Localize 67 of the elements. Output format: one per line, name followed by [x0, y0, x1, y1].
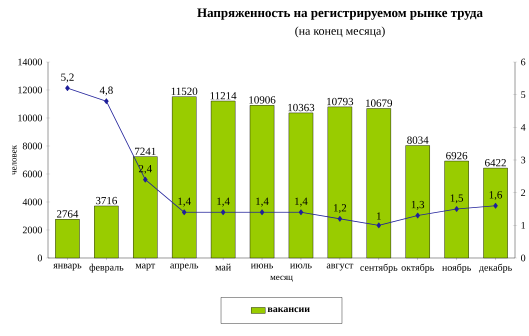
data-label: 1,4 [217, 198, 230, 207]
x-tick-label: август [326, 264, 354, 270]
legend-label: вакансии [268, 307, 310, 312]
y2-tick-label: 6 [521, 58, 526, 66]
y2-tick-label: 0 [521, 254, 526, 262]
data-label: 1,2 [334, 204, 346, 214]
x-tick-label: февраль [89, 264, 124, 273]
y-tick-label: 4000 [22, 198, 42, 206]
data-label: 3716 [96, 196, 118, 204]
data-label: 6422 [485, 159, 506, 166]
x-tick-label: сентябрь [360, 264, 398, 273]
data-label: 10679 [366, 99, 392, 107]
data-label: 1,4 [178, 198, 191, 207]
data-label: 1,6 [490, 191, 502, 200]
chart-title: Напряженность на регистрируемом рынке труда [197, 8, 483, 20]
x-tick-label: апрель [170, 264, 198, 270]
data-label: 10793 [327, 98, 354, 106]
point [454, 206, 459, 212]
point [220, 209, 226, 216]
data-label: 1,5 [450, 194, 464, 204]
y-axis-title: человек [12, 145, 17, 175]
point [493, 202, 498, 209]
data-label: 11214 [210, 92, 236, 100]
y2-tick-label: 5 [521, 91, 526, 98]
x-tick-label: октябрь [402, 264, 434, 273]
x-tick-label: март [136, 264, 156, 270]
y-tick-label: 0 [38, 254, 42, 262]
x-tick-label: январь [53, 264, 82, 270]
point [182, 209, 186, 216]
x-tick-label: июнь [250, 264, 274, 268]
y2-tick-label: 4 [520, 124, 526, 131]
y2-tick-label: 1 [522, 222, 526, 229]
x-tick-label: май [215, 264, 231, 271]
data-label: 1,4 [256, 198, 269, 207]
data-label: 4,8 [100, 86, 113, 96]
x-tick-label: июль [290, 264, 312, 268]
y-tick-label: 12000 [18, 86, 42, 94]
y2-tick-label: 3 [521, 156, 526, 164]
data-label: 2764 [56, 210, 78, 218]
point [298, 209, 304, 216]
data-label: 1,4 [295, 198, 308, 207]
chart-subtitle: (на конец месяца) [295, 26, 385, 38]
data-label: 11520 [172, 88, 198, 96]
data-label: 5,2 [61, 74, 74, 82]
point [143, 176, 148, 182]
x-tick-label: декабрь [478, 264, 512, 273]
y-tick-label: 8000 [22, 142, 42, 150]
point [104, 98, 109, 104]
data-label: 10363 [288, 104, 314, 112]
x-axis-title: месяц [270, 276, 293, 282]
data-label: 1,3 [412, 200, 424, 210]
y-tick-label: 10000 [18, 114, 42, 122]
data-label: 7241 [135, 148, 156, 155]
data-label: 6926 [446, 152, 468, 160]
point [65, 85, 70, 92]
data-label: 10906 [249, 96, 276, 104]
point [338, 216, 342, 222]
y-tick-label: 14000 [18, 58, 42, 66]
point [260, 209, 264, 216]
data-label: 8034 [407, 136, 429, 144]
y2-tick-label: 2 [521, 189, 526, 196]
point [376, 222, 382, 228]
data-label: 1 [377, 212, 381, 220]
y-tick-label: 6000 [22, 170, 42, 178]
x-tick-label: ноябрь [442, 264, 471, 273]
point [415, 212, 420, 218]
y-tick-label: 2000 [22, 226, 42, 234]
